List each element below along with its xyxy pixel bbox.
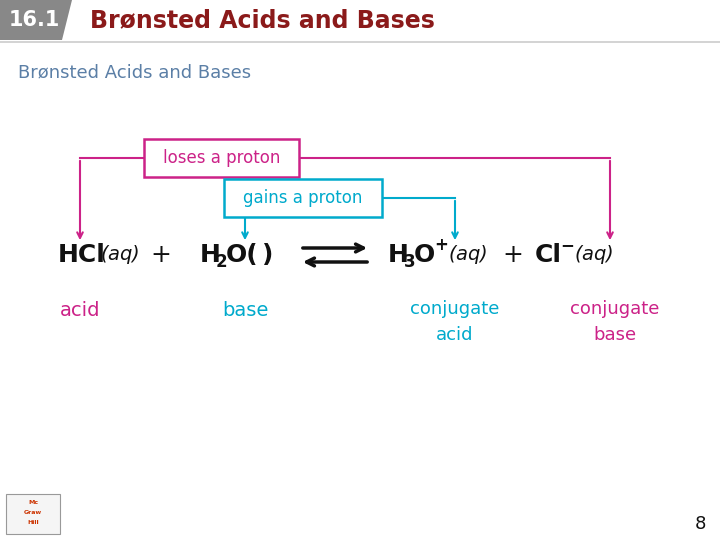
- Text: ): ): [262, 243, 274, 267]
- Text: 16.1: 16.1: [9, 10, 60, 30]
- Polygon shape: [0, 0, 72, 40]
- Text: Graw: Graw: [24, 510, 42, 515]
- Text: ($aq$): ($aq$): [100, 244, 140, 267]
- Text: HCl: HCl: [58, 243, 106, 267]
- Text: Hill: Hill: [27, 519, 39, 524]
- Text: 8: 8: [694, 515, 706, 533]
- Text: Cl: Cl: [535, 243, 562, 267]
- Text: acid: acid: [60, 300, 100, 320]
- FancyBboxPatch shape: [225, 179, 382, 217]
- Text: gains a proton: gains a proton: [243, 189, 363, 207]
- FancyBboxPatch shape: [6, 495, 60, 534]
- Text: Brønsted Acids and Bases: Brønsted Acids and Bases: [90, 8, 435, 32]
- Text: loses a proton: loses a proton: [163, 149, 280, 167]
- Text: 2: 2: [216, 253, 228, 271]
- FancyBboxPatch shape: [145, 139, 299, 177]
- Text: ($aq$): ($aq$): [448, 244, 487, 267]
- Text: Brønsted Acids and Bases: Brønsted Acids and Bases: [18, 63, 251, 81]
- Text: conjugate
acid: conjugate acid: [410, 300, 500, 343]
- Text: +: +: [434, 236, 448, 254]
- Text: O: O: [414, 243, 436, 267]
- Text: H: H: [388, 243, 409, 267]
- Text: base: base: [222, 300, 268, 320]
- Text: $l$: $l$: [248, 246, 256, 265]
- Text: 3: 3: [404, 253, 415, 271]
- Text: Mc: Mc: [28, 500, 38, 504]
- Text: H: H: [200, 243, 221, 267]
- Text: $+$: $+$: [150, 243, 170, 267]
- Text: ($aq$): ($aq$): [574, 244, 613, 267]
- Text: −: −: [560, 236, 574, 254]
- Text: O(: O(: [226, 243, 258, 267]
- Text: conjugate
base: conjugate base: [570, 300, 660, 343]
- Text: $+$: $+$: [502, 243, 522, 267]
